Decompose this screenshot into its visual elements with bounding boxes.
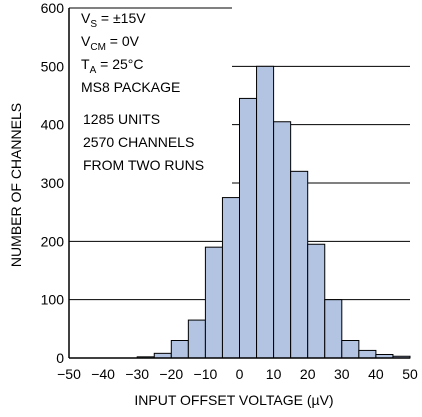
bar-10: [239, 97, 258, 359]
y-tick-label-500: 500: [41, 58, 65, 74]
bar-6: [170, 340, 189, 359]
x-tick-label-40: 40: [368, 366, 384, 382]
annotation-ta: TA = 25°C: [81, 56, 143, 76]
x-tick-label--40: −40: [91, 366, 115, 382]
x-tick-label--20: −20: [159, 366, 183, 382]
y-tick-label-200: 200: [41, 233, 65, 249]
bar-7: [187, 319, 206, 359]
bar-15: [324, 299, 343, 359]
y-axis-title: NUMBER OF CHANNELS: [8, 103, 24, 267]
y-tick-label-100: 100: [41, 292, 65, 308]
axes: [68, 7, 410, 359]
y-tick-label-0: 0: [56, 350, 64, 366]
x-tick-label-30: 30: [334, 366, 350, 382]
bar-13: [290, 170, 309, 359]
x-tick-label--30: −30: [125, 366, 149, 382]
y-tick-label-300: 300: [41, 175, 65, 191]
histogram-bars: [136, 65, 411, 359]
x-tick-label--50: −50: [57, 366, 81, 382]
annotation-channels: 2570 CHANNELS: [83, 134, 194, 150]
bar-11: [256, 65, 275, 359]
y-tick-labels: 0 100 200 300 400 500 600: [41, 0, 65, 366]
bar-14: [307, 243, 326, 359]
y-tick-label-400: 400: [41, 117, 65, 133]
annotation-runs: FROM TWO RUNS: [83, 157, 204, 173]
annotation-package: MS8 PACKAGE: [81, 79, 180, 95]
bar-8: [204, 246, 223, 359]
bar-16: [341, 340, 360, 359]
bar-9: [221, 197, 240, 359]
y-tick-label-600: 600: [41, 0, 65, 16]
x-tick-label--10: −10: [194, 366, 218, 382]
x-tick-label-0: 0: [236, 366, 244, 382]
x-tick-labels: −50 −40 −30 −20 −10 0 10 20 30 40 50: [57, 366, 418, 382]
x-tick-label-10: 10: [266, 366, 282, 382]
conditions-annotation: VS = ±15V VCM = 0V TA = 25°C MS8 PACKAGE…: [81, 10, 204, 173]
annotation-vcm: VCM = 0V: [81, 33, 140, 53]
x-tick-label-20: 20: [300, 366, 316, 382]
annotation-vs: VS = ±15V: [81, 10, 146, 30]
x-tick-label-50: 50: [402, 366, 418, 382]
bar-12: [273, 121, 292, 359]
x-axis-title: INPUT OFFSET VOLTAGE (µV): [134, 392, 333, 408]
bar-17: [358, 349, 377, 359]
annotation-units: 1285 UNITS: [83, 111, 160, 127]
